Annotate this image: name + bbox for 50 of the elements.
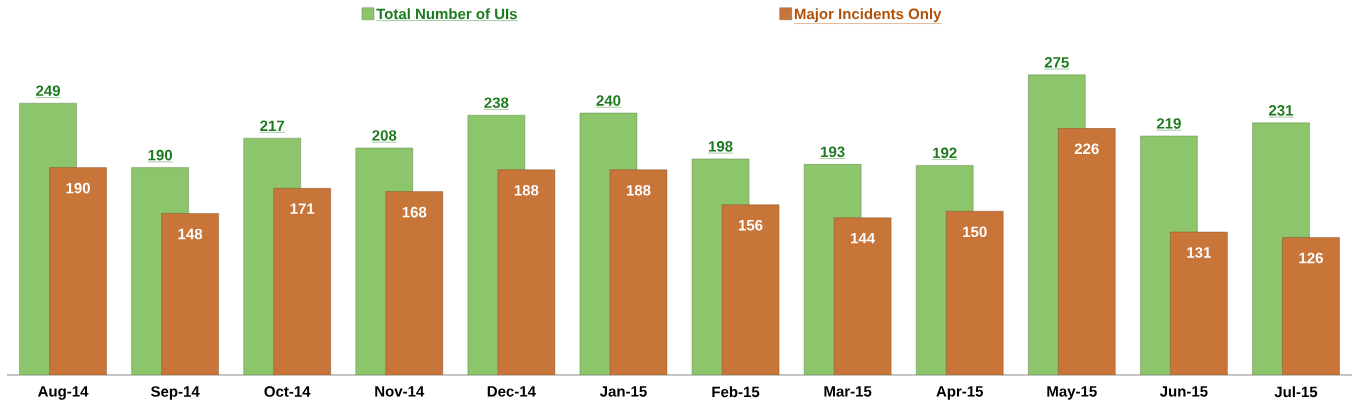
bar <box>497 169 556 375</box>
bar <box>1282 237 1340 375</box>
bar <box>49 167 107 375</box>
data-label: 126 <box>1299 252 1323 264</box>
data-label: 171 <box>290 203 315 214</box>
data-label: 168 <box>402 206 427 218</box>
data-label: 208 <box>372 130 397 141</box>
data-label: 156 <box>738 219 763 231</box>
legend-label: Total Number of UIs <box>376 8 517 20</box>
bar <box>1170 231 1228 375</box>
bar <box>833 217 892 375</box>
bar <box>1058 128 1116 375</box>
x-tick-label: Oct-14 <box>264 386 311 397</box>
data-label: 188 <box>626 185 651 196</box>
bar <box>946 211 1004 375</box>
data-label: 219 <box>1156 118 1181 129</box>
data-label: 275 <box>1044 57 1069 68</box>
data-label: 150 <box>963 226 987 238</box>
data-label: 190 <box>66 182 90 194</box>
x-tick-label: Sep-14 <box>150 386 200 400</box>
data-label: 217 <box>260 120 285 131</box>
bar <box>385 191 443 375</box>
bar <box>721 204 780 375</box>
data-label: 188 <box>514 185 539 196</box>
data-label: 240 <box>596 95 621 106</box>
data-label: 249 <box>36 85 60 97</box>
bar <box>161 213 219 375</box>
data-label: 144 <box>851 233 876 244</box>
x-tick-label: Dec-14 <box>487 386 536 397</box>
x-tick-label: Jul-15 <box>1274 386 1318 398</box>
data-label: 190 <box>148 149 173 161</box>
data-label: 192 <box>933 147 957 159</box>
x-tick-label: Jan-15 <box>599 386 647 397</box>
x-tick-label: Feb-15 <box>712 386 760 398</box>
data-label: 131 <box>1187 247 1211 258</box>
data-label: 238 <box>484 97 509 109</box>
x-tick-label: Aug-14 <box>38 386 89 400</box>
data-label: 198 <box>708 141 733 152</box>
x-tick-label: May-15 <box>1047 386 1097 400</box>
x-tick-label: Mar-15 <box>824 386 872 397</box>
data-label: 148 <box>178 228 203 240</box>
legend-label: Major Incidents Only <box>794 8 942 23</box>
bar <box>273 188 331 375</box>
x-tick-label: Nov-14 <box>375 386 425 397</box>
x-tick-label: Apr-15 <box>936 386 984 400</box>
bar <box>609 169 668 375</box>
data-label: 226 <box>1074 143 1099 155</box>
x-tick-label: Jun-15 <box>1159 386 1208 397</box>
data-label: 231 <box>1268 105 1294 116</box>
data-label: 193 <box>821 146 845 158</box>
